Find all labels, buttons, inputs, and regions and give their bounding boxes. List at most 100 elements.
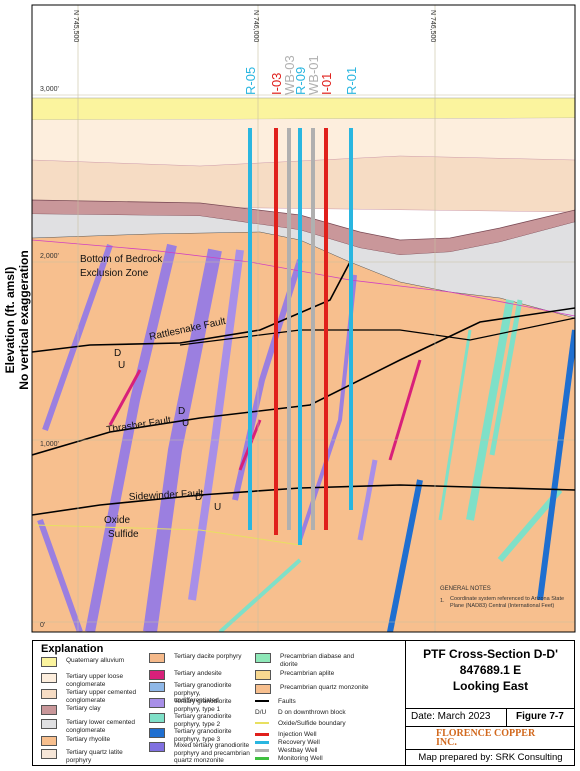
legend-text: Tertiary granodiorite porphyry, type 1 — [174, 698, 232, 713]
elevation-label: 1,000' — [40, 441, 59, 448]
fault-mark: U — [214, 502, 221, 513]
legend-text: Tertiary quartz latite porphyry — [66, 749, 123, 764]
legend-text: Tertiary granodiorite porphyry, undiffer… — [174, 682, 232, 704]
divider — [406, 726, 575, 727]
title: PTF Cross-Section D-D' — [423, 647, 558, 661]
legend-text: Tertiary upper cemented conglomerate — [66, 689, 137, 704]
date: Date: March 2023 — [411, 711, 491, 722]
cross-section: Elevation (ft. amsl) No vertical exagger… — [3, 4, 576, 633]
legend-text: Tertiary rhyolite — [66, 736, 111, 743]
swatch — [255, 741, 269, 744]
legend-symbol: D/U — [255, 709, 267, 716]
swatch — [149, 653, 165, 663]
map-frame — [31, 4, 576, 633]
legend-text: Tertiary granodiorite porphyry, type 3 — [174, 728, 232, 743]
swatch — [255, 700, 269, 702]
legend-text: Recovery Well — [278, 739, 320, 746]
legend-item: Tertiary andesite — [149, 670, 246, 680]
zone-label: Bottom of Bedrock — [80, 254, 163, 265]
legend-item: Tertiary lower cemented conglomerate — [41, 719, 138, 734]
grid — [32, 5, 575, 632]
well-label: R-09 — [293, 67, 308, 95]
swatch — [41, 673, 57, 683]
legend-item: Injection Well — [255, 731, 350, 739]
elevation-label: 3,000' — [40, 86, 59, 93]
legend-item: Faults — [255, 698, 350, 706]
swatch — [41, 736, 57, 746]
legend-item: Recovery Well — [255, 739, 350, 747]
fault-mark: U — [118, 360, 125, 371]
view: Looking East — [452, 679, 529, 693]
legend-item: Tertiary upper cemented conglomerate — [41, 689, 138, 704]
well-label: I-01 — [319, 73, 334, 95]
swatch — [255, 733, 269, 736]
legend-title: Explanation — [41, 643, 104, 655]
swatch — [255, 757, 269, 760]
geology — [32, 5, 575, 632]
zone-label: Sulfide — [108, 529, 139, 540]
company-logo: FLORENCE COPPER INC. — [436, 728, 536, 748]
zone-label: Oxide — [104, 515, 131, 526]
fault-mark: D — [195, 492, 202, 503]
legend-text: Westbay Well — [278, 747, 318, 754]
divider — [406, 749, 575, 750]
wells — [248, 128, 353, 545]
legend-item: Tertiary granodiorite porphyry, undiffer… — [149, 682, 246, 705]
grid-label: N 746,000 — [252, 10, 259, 42]
prepared-by: Map prepared by: SRK Consulting — [418, 752, 563, 763]
legend-item: Quaternary alluvium — [41, 657, 138, 667]
legend-item: Precambrian quartz monzonite — [255, 684, 380, 694]
swatch — [255, 670, 271, 680]
legend-item: Westbay Well — [255, 747, 350, 755]
fault-mark: D — [178, 406, 185, 417]
swatch — [255, 653, 271, 663]
legend-item: Tertiary dacite porphyry — [149, 653, 246, 663]
legend-text: Tertiary clay — [66, 705, 101, 712]
legend-text: Tertiary granodiorite porphyry, type 2 — [174, 713, 232, 728]
fault-mark: D — [114, 348, 121, 359]
grid-label: N 746,500 — [429, 10, 436, 42]
axis-title-line: Elevation (ft. amsl) — [3, 267, 17, 374]
legend-text: Oxide/Sulfide boundary — [278, 720, 346, 727]
legend-text: D on downthrown block — [278, 709, 346, 716]
note-wrap: Coordinate system referenced to Arizona … — [450, 596, 565, 609]
legend-box: Explanation Quaternary alluvium Tertiary… — [32, 640, 575, 766]
legend-text: Tertiary lower cemented conglomerate — [66, 719, 135, 734]
divider — [406, 708, 575, 709]
swatch — [255, 722, 269, 724]
swatch — [41, 705, 57, 715]
legend-text: Precambrian quartz monzonite — [280, 684, 369, 691]
well-label: R-05 — [243, 67, 258, 95]
swatch — [149, 698, 165, 708]
legend-item: D/U D on downthrown block — [255, 709, 368, 717]
legend-item: Precambrian aplite — [255, 670, 370, 680]
swatch — [41, 689, 57, 699]
legend-text: Injection Well — [278, 731, 317, 738]
legend-item: Tertiary granodiorite porphyry, type 1 — [149, 698, 246, 713]
legend-text: Tertiary upper loose conglomerate — [66, 673, 124, 688]
legend-text: Quaternary alluvium — [66, 657, 125, 664]
swatch — [41, 719, 57, 729]
legend-text: Tertiary dacite porphyry — [174, 653, 242, 660]
well-label: WB-03 — [282, 55, 297, 95]
fault-mark: U — [182, 418, 189, 429]
legend-item: Monitoring Well — [255, 755, 350, 763]
title-block: PTF Cross-Section D-D' 847689.1 E Lookin… — [405, 641, 575, 765]
legend-text: Mixed tertiary granodiorite porphyry and… — [174, 742, 250, 764]
well-label: I-03 — [269, 73, 284, 95]
elevation-label: 2,000' — [40, 253, 59, 260]
swatch — [41, 749, 57, 759]
legend-text: Precambrian aplite — [280, 670, 335, 677]
axis-title: Elevation (ft. amsl) No vertical exagger… — [3, 250, 31, 389]
fault-label: Sidewinder Fault — [129, 488, 204, 503]
grid-label: N 745,500 — [72, 10, 79, 42]
note-text: Coordinate system referenced to Arizona … — [450, 596, 565, 609]
notes-title: GENERAL NOTES — [440, 586, 491, 592]
legend-text: Monitoring Well — [278, 755, 323, 762]
divider — [506, 708, 507, 726]
figure-number: Figure 7-7 — [516, 711, 564, 722]
swatch — [41, 657, 57, 667]
legend-item: Oxide/Sulfide boundary — [255, 720, 368, 728]
zone-label: Exclusion Zone — [80, 268, 149, 279]
legend-item: Tertiary quartz latite porphyry — [41, 749, 138, 764]
